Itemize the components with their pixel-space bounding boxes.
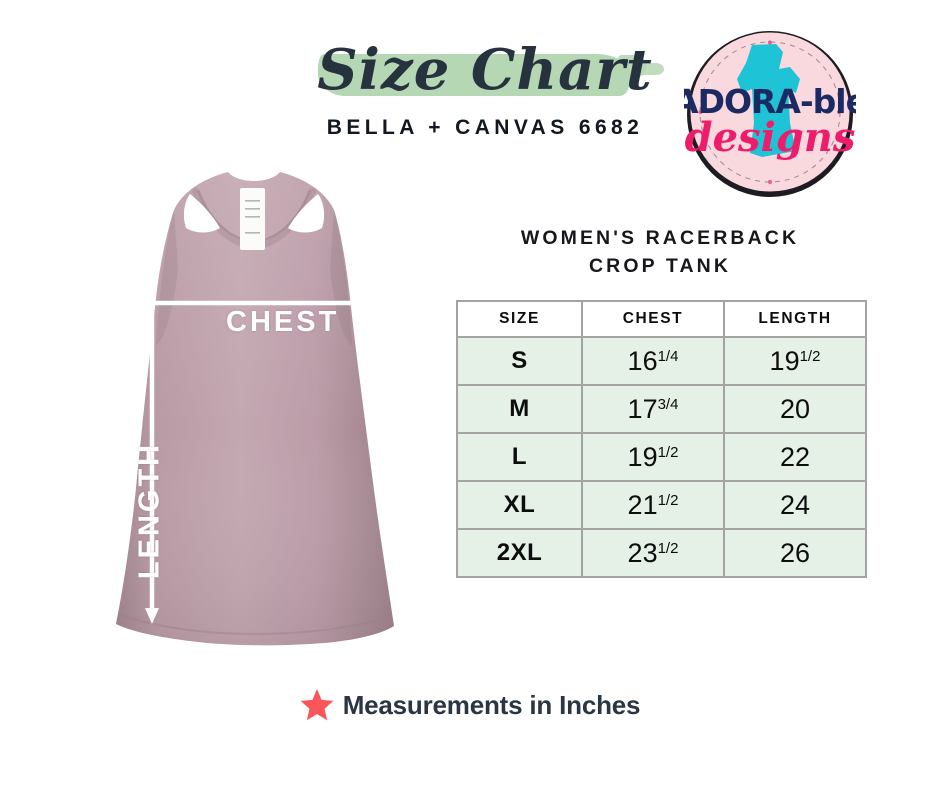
length-arrow-head-top xyxy=(145,204,159,220)
cell-size: XL xyxy=(456,480,583,530)
chest-measure-label: CHEST xyxy=(226,306,340,338)
cell-length: 22 xyxy=(723,432,867,482)
table-row: L 191/2 22 xyxy=(456,432,867,482)
cell-chest: 231/2 xyxy=(581,528,725,578)
table-row: M 173/4 20 xyxy=(456,384,867,434)
size-table: SIZE CHEST LENGTH S 161/4 191/2 M 173/4 … xyxy=(456,300,867,578)
neck-label-line-4 xyxy=(245,232,260,234)
adorable-designs-logo: ADORA-ble designs xyxy=(684,27,856,199)
cell-length: 24 xyxy=(723,480,867,530)
size-table-container: SIZE CHEST LENGTH S 161/4 191/2 M 173/4 … xyxy=(456,300,867,578)
product-heading: WOMEN'S RACERBACK CROP TANK xyxy=(455,224,865,280)
table-header-row: SIZE CHEST LENGTH xyxy=(456,300,867,338)
product-heading-line-1: WOMEN'S RACERBACK xyxy=(520,227,800,249)
chest-arrow-head-right xyxy=(354,296,370,310)
cell-size: M xyxy=(456,384,583,434)
logo-script-text: designs xyxy=(685,114,856,161)
table-row: XL 211/2 24 xyxy=(456,480,867,530)
tank-hem-stitch xyxy=(117,613,393,636)
cell-length: 20 xyxy=(723,384,867,434)
table-row: 2XL 231/2 26 xyxy=(456,528,867,578)
armhole-shadow-left xyxy=(156,210,178,346)
column-header-chest: CHEST xyxy=(581,300,725,338)
logo-dot-accent-top xyxy=(767,40,773,45)
product-heading-line-2: CROP TANK xyxy=(588,255,731,277)
length-measure-label: LENGTH xyxy=(133,441,166,580)
cell-length: 26 xyxy=(723,528,867,578)
cell-size: 2XL xyxy=(456,528,583,578)
logo-top-text: ADORA-ble xyxy=(684,82,856,121)
header-title-block: Size Chart BELLA + CANVAS 6682 xyxy=(300,32,670,152)
neck-label-line-2 xyxy=(245,208,260,210)
logo-dot-accent-left xyxy=(698,109,703,115)
tank-body-shading xyxy=(116,172,394,646)
column-header-size: SIZE xyxy=(456,300,583,338)
cell-size: S xyxy=(456,336,583,386)
brush-stroke-decoration xyxy=(318,54,664,96)
measurements-note-text: Measurements in Inches xyxy=(342,689,641,720)
logo-dot-accent-right xyxy=(836,109,842,115)
neck-label-line-3 xyxy=(245,216,260,218)
cell-chest: 173/4 xyxy=(581,384,725,434)
logo-dot-accent-bottom xyxy=(767,179,773,185)
cell-chest: 161/4 xyxy=(581,336,725,386)
chest-arrow-head-left xyxy=(122,296,138,310)
racerback-opening-left xyxy=(183,194,220,233)
racerback-opening-right xyxy=(288,194,325,233)
column-header-length: LENGTH xyxy=(723,300,867,338)
length-arrow-head-bottom xyxy=(145,608,159,624)
brand-model-subtitle: BELLA + CANVAS 6682 xyxy=(326,116,644,139)
garment-photo: CHEST LENGTH xyxy=(78,158,430,668)
cell-length: 191/2 xyxy=(723,336,867,386)
cell-chest: 211/2 xyxy=(581,480,725,530)
neck-label-tag xyxy=(240,188,265,250)
page-title: Size Chart xyxy=(317,37,653,103)
logo-dress-silhouette xyxy=(737,44,800,157)
table-row: S 161/4 191/2 xyxy=(456,336,867,386)
armhole-shadow-right xyxy=(330,210,352,346)
star-icon xyxy=(300,689,334,721)
cell-size: L xyxy=(456,432,583,482)
measurements-note: Measurements in Inches xyxy=(0,688,940,722)
neck-label-line-1 xyxy=(245,200,260,202)
cell-chest: 191/2 xyxy=(581,432,725,482)
